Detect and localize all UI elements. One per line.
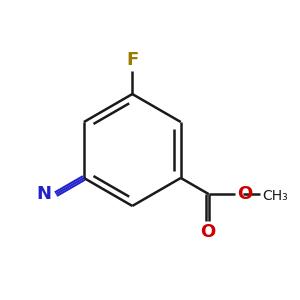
Text: N: N [36, 185, 51, 203]
Text: F: F [126, 51, 139, 69]
Text: O: O [237, 185, 252, 203]
Text: O: O [200, 223, 215, 241]
Text: CH₃: CH₃ [262, 189, 288, 203]
